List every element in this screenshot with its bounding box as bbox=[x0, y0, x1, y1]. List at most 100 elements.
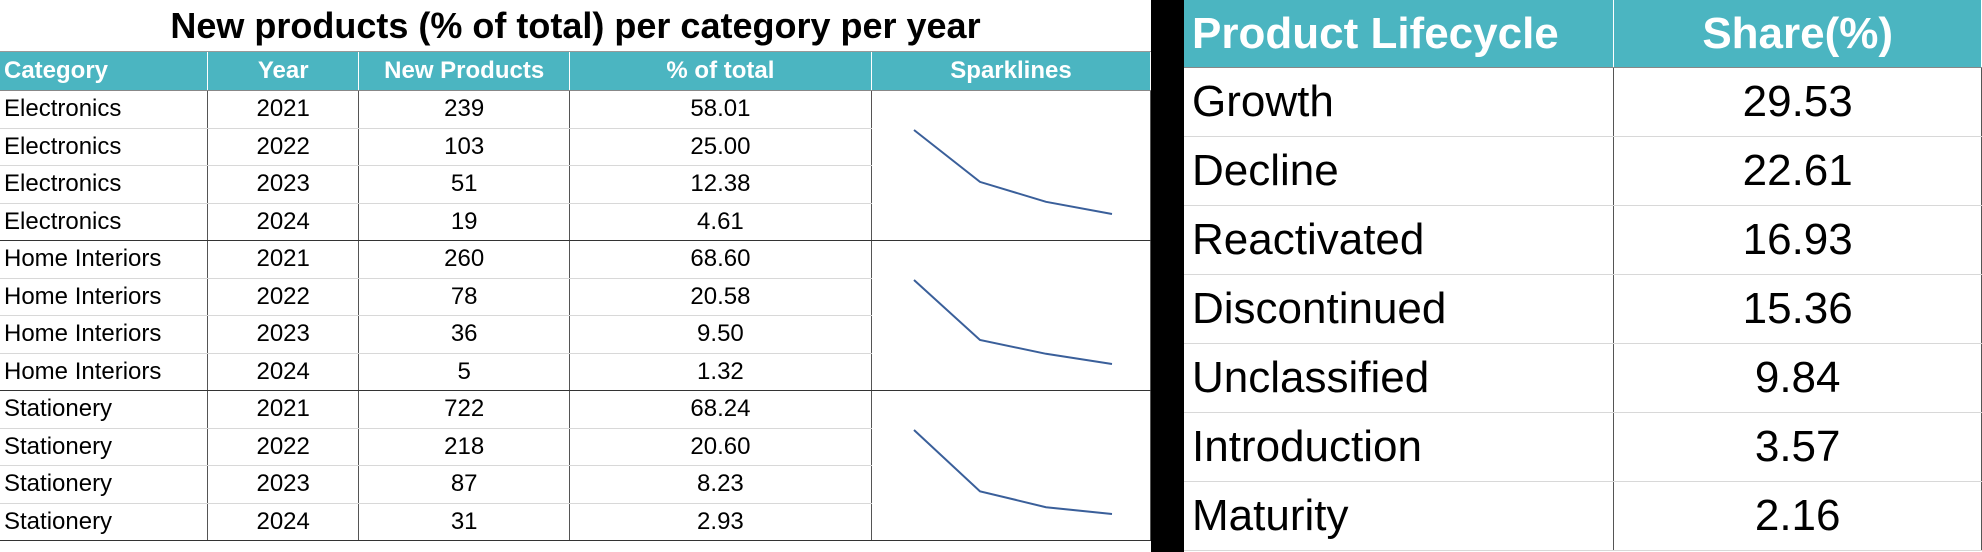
sparkline-cell bbox=[871, 240, 1152, 391]
stage-cell: Maturity bbox=[1184, 481, 1615, 551]
sparkline-series bbox=[913, 128, 1113, 215]
category-cell: Stationery bbox=[0, 390, 208, 429]
year-cell: 2023 bbox=[207, 315, 360, 354]
table-row: Home Interiors 2024 5 1.32 bbox=[0, 353, 1151, 391]
category-cell: Home Interiors bbox=[0, 278, 208, 316]
left-panel: New products (% of total) per category p… bbox=[0, 0, 1152, 552]
table-row: Electronics 2023 51 12.38 bbox=[0, 165, 1151, 204]
table-row: Stationery 2022 218 20.60 bbox=[0, 428, 1151, 466]
table-row: Introduction 3.57 bbox=[1184, 412, 1982, 482]
category-cell: Electronics bbox=[0, 128, 208, 166]
new-products-cell: 239 bbox=[358, 90, 570, 129]
lifecycle-table: Product Lifecycle Share(%) Growth 29.53 De… bbox=[1184, 0, 1982, 551]
table-row: Maturity 2.16 bbox=[1184, 481, 1982, 551]
pct-cell: 25.00 bbox=[569, 128, 872, 166]
stage-cell: Discontinued bbox=[1184, 274, 1615, 344]
right-panel: Product Lifecycle Share(%) Growth 29.53 De… bbox=[1184, 0, 1982, 552]
pct-cell: 68.24 bbox=[569, 390, 872, 429]
year-cell: 2022 bbox=[207, 278, 360, 316]
category-cell: Home Interiors bbox=[0, 353, 208, 391]
pct-cell: 2.93 bbox=[569, 503, 872, 541]
pct-cell: 12.38 bbox=[569, 165, 872, 204]
share-cell: 22.61 bbox=[1613, 136, 1982, 206]
year-cell: 2024 bbox=[207, 203, 360, 241]
table-row: Stationery 2021 722 68.24 bbox=[0, 390, 1152, 541]
year-cell: 2024 bbox=[207, 353, 360, 391]
table-row: Electronics 2022 103 25.00 bbox=[0, 128, 1151, 166]
pct-cell: 58.01 bbox=[569, 90, 872, 129]
stage-cell: Reactivated bbox=[1184, 205, 1615, 275]
year-cell: 2022 bbox=[207, 128, 360, 166]
year-cell: 2023 bbox=[207, 165, 360, 204]
table-row: Reactivated 16.93 bbox=[1184, 205, 1982, 275]
year-cell: 2024 bbox=[207, 503, 360, 541]
sparkline-series bbox=[913, 428, 1113, 515]
pct-cell: 20.58 bbox=[569, 278, 872, 316]
pct-cell: 68.60 bbox=[569, 240, 872, 279]
table-row: Stationery 2023 87 8.23 bbox=[0, 465, 1151, 504]
header-share: Share(%) bbox=[1613, 0, 1982, 68]
header-pct-of-total: % of total bbox=[569, 52, 872, 91]
share-cell: 3.57 bbox=[1613, 412, 1982, 482]
sparkline-chart bbox=[913, 278, 1113, 365]
category-cell: Electronics bbox=[0, 90, 208, 129]
share-cell: 2.16 bbox=[1613, 481, 1982, 551]
share-cell: 15.36 bbox=[1613, 274, 1982, 344]
new-products-cell: 218 bbox=[358, 428, 570, 466]
left-table-title: New products (% of total) per category p… bbox=[0, 0, 1151, 52]
category-cell: Home Interiors bbox=[0, 240, 208, 279]
pct-cell: 8.23 bbox=[569, 465, 872, 504]
category-cell: Stationery bbox=[0, 465, 208, 504]
new-products-cell: 36 bbox=[358, 315, 570, 354]
year-cell: 2023 bbox=[207, 465, 360, 504]
category-cell: Electronics bbox=[0, 203, 208, 241]
table-row: Unclassified 9.84 bbox=[1184, 343, 1982, 413]
sparkline-cell bbox=[871, 390, 1152, 541]
pct-cell: 9.50 bbox=[569, 315, 872, 354]
share-cell: 29.53 bbox=[1613, 67, 1982, 137]
table-row: Stationery 2024 31 2.93 bbox=[0, 503, 1151, 541]
category-cell: Home Interiors bbox=[0, 315, 208, 354]
header-year: Year bbox=[207, 52, 360, 91]
table-row: Home Interiors 2022 78 20.58 bbox=[0, 278, 1151, 316]
new-products-cell: 31 bbox=[358, 503, 570, 541]
new-products-table: Category Year New Products % of total Sp… bbox=[0, 52, 1152, 541]
pct-cell: 1.32 bbox=[569, 353, 872, 391]
year-cell: 2021 bbox=[207, 90, 360, 129]
new-products-cell: 722 bbox=[358, 390, 570, 429]
header-row: Category Year New Products % of total Sp… bbox=[0, 52, 1152, 91]
new-products-cell: 19 bbox=[358, 203, 570, 241]
table-row: Growth 29.53 bbox=[1184, 67, 1982, 137]
year-cell: 2021 bbox=[207, 390, 360, 429]
table-row: Home Interiors 2023 36 9.50 bbox=[0, 315, 1151, 354]
category-cell: Electronics bbox=[0, 165, 208, 204]
table-row: Electronics 2021 239 58.01 bbox=[0, 90, 1152, 241]
header-product-lifecycle: Product Lifecycle bbox=[1184, 0, 1615, 68]
header-row: Product Lifecycle Share(%) bbox=[1184, 0, 1982, 68]
new-products-cell: 78 bbox=[358, 278, 570, 316]
pct-cell: 4.61 bbox=[569, 203, 872, 241]
year-cell: 2021 bbox=[207, 240, 360, 279]
category-cell: Stationery bbox=[0, 428, 208, 466]
new-products-cell: 51 bbox=[358, 165, 570, 204]
pct-cell: 20.60 bbox=[569, 428, 872, 466]
header-sparklines: Sparklines bbox=[871, 52, 1152, 91]
stage-cell: Introduction bbox=[1184, 412, 1615, 482]
sparkline-chart bbox=[913, 428, 1113, 515]
table-row: Electronics 2024 19 4.61 bbox=[0, 203, 1151, 241]
share-cell: 9.84 bbox=[1613, 343, 1982, 413]
header-new-products: New Products bbox=[358, 52, 570, 91]
sparkline-chart bbox=[913, 128, 1113, 215]
new-products-cell: 5 bbox=[358, 353, 570, 391]
table-row: Home Interiors 2021 260 68.60 bbox=[0, 240, 1152, 391]
share-cell: 16.93 bbox=[1613, 205, 1982, 275]
new-products-cell: 260 bbox=[358, 240, 570, 279]
header-category: Category bbox=[0, 52, 208, 91]
table-row: Decline 22.61 bbox=[1184, 136, 1982, 206]
new-products-cell: 87 bbox=[358, 465, 570, 504]
stage-cell: Decline bbox=[1184, 136, 1615, 206]
stage-cell: Growth bbox=[1184, 67, 1615, 137]
sparkline-cell bbox=[871, 90, 1152, 241]
new-products-cell: 103 bbox=[358, 128, 570, 166]
table-row: Discontinued 15.36 bbox=[1184, 274, 1982, 344]
